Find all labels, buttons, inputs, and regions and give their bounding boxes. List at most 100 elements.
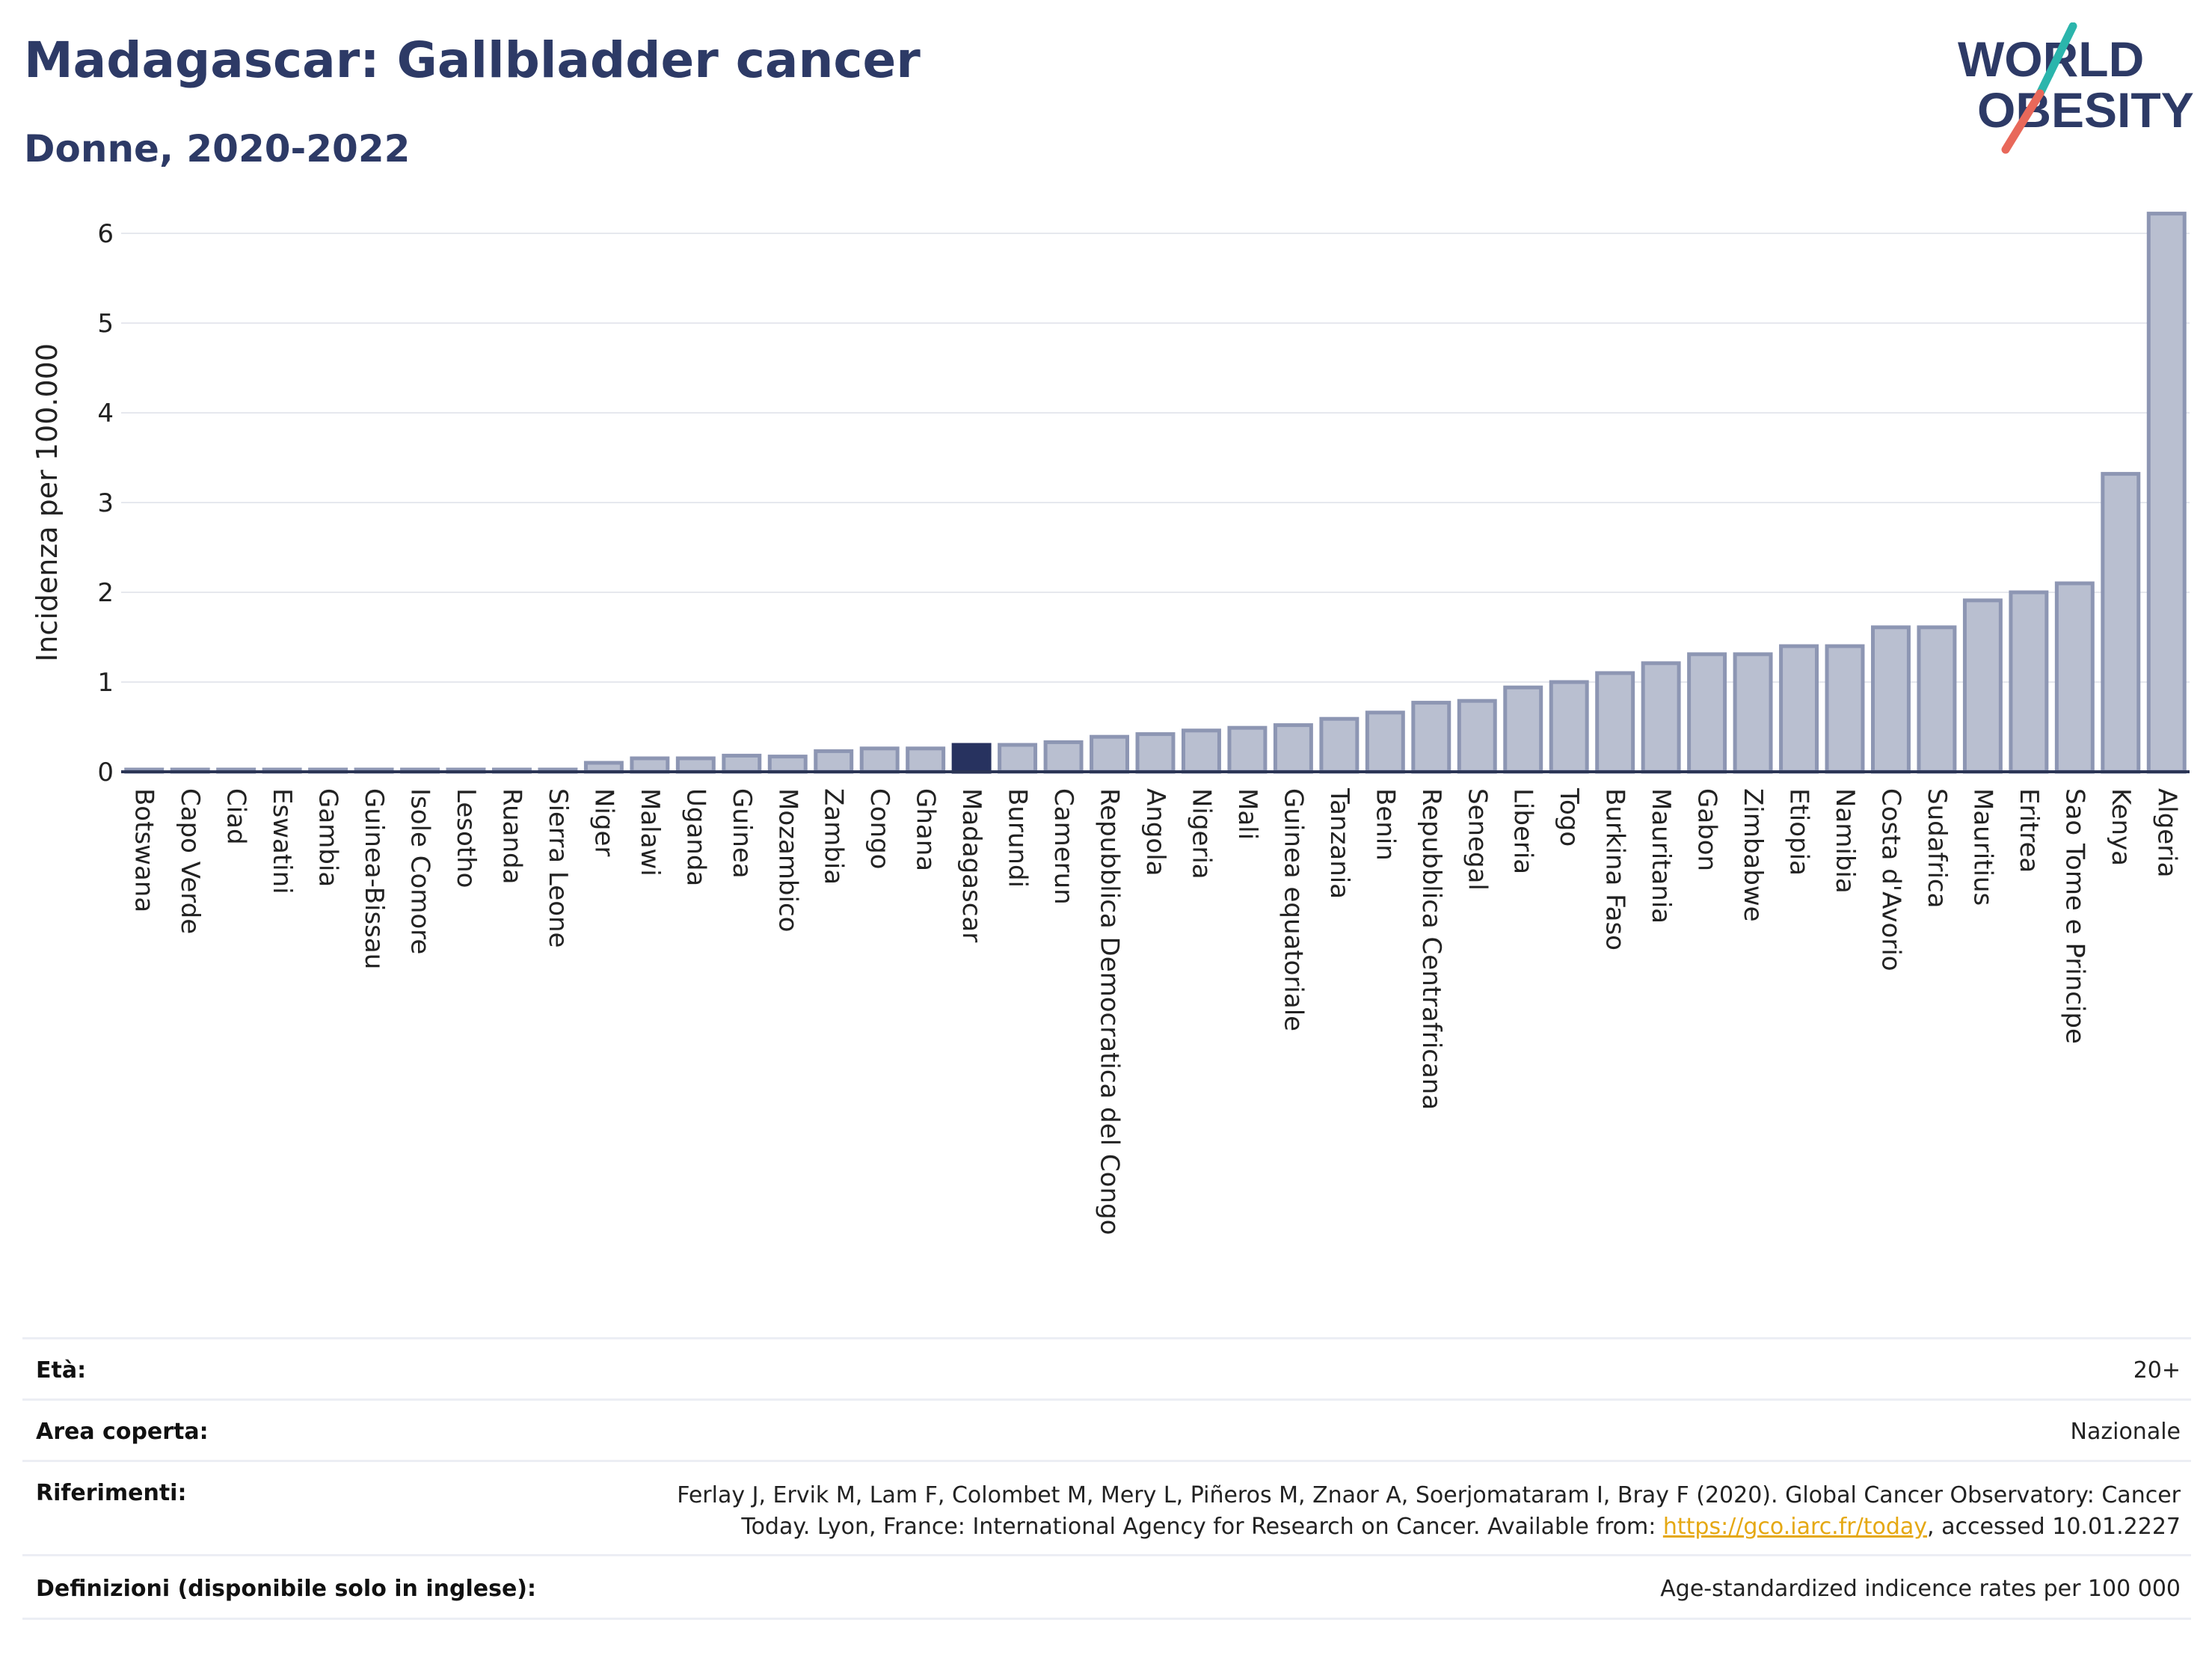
- x-tick-label: Eswatini: [267, 788, 297, 894]
- x-tick-label: Sao Tome e Principe: [2059, 788, 2089, 1044]
- y-tick-label: 2: [97, 578, 114, 608]
- x-tick-label: Kenya: [2106, 788, 2136, 866]
- bar-burundi[interactable]: [998, 743, 1038, 774]
- x-tick-label: Guinea: [727, 788, 757, 879]
- meta-def-value: Age-standardized indicence rates per 100…: [1660, 1576, 2181, 1602]
- y-tick-label: 1: [97, 668, 114, 698]
- bar-malawi[interactable]: [630, 756, 670, 774]
- y-tick-label: 4: [97, 399, 114, 429]
- bar-algeria[interactable]: [2146, 212, 2187, 774]
- x-tick-label: Sudafrica: [1922, 788, 1952, 908]
- bar-camerun[interactable]: [1043, 740, 1084, 774]
- bar-sao-tome-e-principe[interactable]: [2054, 581, 2095, 774]
- bar-congo[interactable]: [859, 746, 900, 774]
- bar-kenya[interactable]: [2101, 472, 2141, 774]
- world-obesity-logo[interactable]: WORLD OBESITY: [1952, 22, 2199, 165]
- bar-mozambico[interactable]: [767, 755, 808, 774]
- x-tick-label: Guinea-Bissau: [359, 788, 389, 969]
- bar-namibia[interactable]: [1825, 644, 1865, 774]
- meta-row-eta: Età: 20+: [22, 1337, 2191, 1401]
- x-tick-label: Senegal: [1462, 788, 1492, 891]
- bar-etiopia[interactable]: [1779, 644, 1819, 774]
- x-tick-label: Liberia: [1508, 788, 1538, 874]
- bar-eritrea[interactable]: [2009, 590, 2049, 774]
- x-tick-label: Nigeria: [1186, 788, 1216, 879]
- bar-madagascar[interactable]: [951, 743, 992, 774]
- bar-ghana[interactable]: [906, 746, 946, 774]
- x-tick-label: Algeria: [2151, 788, 2181, 877]
- x-tick-label: Mauritius: [1967, 788, 1997, 906]
- y-tick-label: 6: [97, 219, 114, 249]
- y-tick-label: 5: [97, 309, 114, 339]
- x-tick-label: Mozambico: [772, 788, 802, 932]
- bar-togo[interactable]: [1549, 680, 1589, 774]
- bar-sudafrica[interactable]: [1917, 625, 1957, 774]
- y-tick-label: 3: [97, 488, 114, 518]
- x-tick-label: Gabon: [1692, 788, 1722, 871]
- x-tick-label: Repubblica Democratica del Congo: [1095, 788, 1125, 1235]
- bar-gabon[interactable]: [1687, 652, 1727, 774]
- bar-zimbabwe[interactable]: [1733, 652, 1773, 774]
- x-tick-label: Zimbabwe: [1738, 788, 1768, 922]
- meta-rif-line2-post: , accessed 10.01.2227: [1927, 1514, 2181, 1540]
- x-tick-label: Uganda: [681, 788, 710, 886]
- x-tick-label: Repubblica Centrafricana: [1416, 788, 1446, 1110]
- x-tick-label: Ghana: [911, 788, 941, 871]
- bar-tanzania[interactable]: [1319, 716, 1360, 774]
- x-tick-label: Madagascar: [956, 788, 986, 942]
- bar-guinea-equatoriale[interactable]: [1273, 723, 1313, 774]
- x-tick-label: Niger: [589, 788, 618, 856]
- y-axis-label: Incidenza per 100.000: [31, 343, 64, 662]
- x-tick-label: Ruanda: [497, 788, 526, 884]
- meta-row-definizioni: Definizioni (disponibile solo in inglese…: [22, 1554, 2191, 1619]
- y-tick-label: 0: [97, 758, 114, 787]
- bar-chart: 0 1 2 3 4 5 6 Botswana Capo Verde Ciad Eswatini Ga…: [31, 212, 2190, 1235]
- meta-rif-value: Ferlay J, Ervik M, Lam F, Colombet M, Me…: [677, 1480, 2181, 1543]
- x-tick-label: Benin: [1370, 788, 1400, 861]
- x-tick-label: Burkina Faso: [1600, 788, 1630, 951]
- bar-angola[interactable]: [1135, 732, 1176, 774]
- bar-repubblica-democratica-del-congo[interactable]: [1090, 734, 1130, 774]
- meta-area-label: Area coperta:: [36, 1419, 209, 1445]
- bar-zambia[interactable]: [814, 749, 854, 774]
- bar-mauritius[interactable]: [1962, 598, 2003, 774]
- x-tick-label: Lesotho: [451, 788, 481, 888]
- bar-mali[interactable]: [1227, 725, 1268, 774]
- x-tick-labels: Botswana Capo Verde Ciad Eswatini Gambia Guin…: [129, 787, 2182, 1235]
- x-tick-label: Botswana: [129, 788, 159, 912]
- bar-repubblica-centrafricana[interactable]: [1411, 701, 1451, 774]
- x-tick-label: Angola: [1140, 788, 1170, 876]
- bar-nigeria[interactable]: [1181, 728, 1221, 774]
- x-tick-label: Namibia: [1830, 788, 1860, 894]
- x-tick-label: Congo: [864, 788, 894, 869]
- bar-uganda[interactable]: [675, 756, 716, 774]
- meta-rif-label: Riferimenti:: [36, 1480, 187, 1506]
- x-tick-label: Zambia: [819, 788, 849, 885]
- bar-liberia[interactable]: [1503, 685, 1543, 774]
- meta-row-area: Area coperta: Nazionale: [22, 1398, 2191, 1462]
- bar-benin[interactable]: [1365, 710, 1405, 774]
- x-tick-label: Guinea equatoriale: [1278, 788, 1308, 1031]
- x-tick-label: Gambia: [313, 788, 343, 887]
- bar-guinea[interactable]: [722, 753, 762, 774]
- bar-mauritania[interactable]: [1641, 661, 1681, 774]
- chart-subtitle: Donne, 2020-2022: [24, 127, 411, 171]
- meta-bottom-border: [22, 1618, 2191, 1620]
- x-tick-label: Capo Verde: [175, 788, 205, 934]
- meta-def-label: Definizioni (disponibile solo in inglese…: [36, 1576, 536, 1602]
- x-tick-label: Isole Comore: [405, 788, 435, 954]
- gridlines: [121, 233, 2190, 683]
- y-tick-labels: 0 1 2 3 4 5 6: [97, 219, 114, 787]
- logo-slash-teal: [2036, 22, 2077, 98]
- bar-burkina-faso[interactable]: [1595, 671, 1635, 774]
- x-tick-label: Malawi: [635, 788, 665, 876]
- logo-slash-red: [2001, 89, 2044, 154]
- meta-row-riferimenti: Riferimenti: Ferlay J, Ervik M, Lam F, C…: [22, 1460, 2191, 1556]
- bar-costa-d-avorio[interactable]: [1870, 625, 1911, 774]
- meta-rif-line2: Today. Lyon, France: International Agenc…: [677, 1511, 2181, 1543]
- logo-text-obesity: OBESITY: [1977, 82, 2194, 138]
- x-tick-label: Burundi: [1003, 788, 1033, 888]
- x-tick-label: Costa d'Avorio: [1875, 788, 1905, 971]
- bar-senegal[interactable]: [1457, 698, 1497, 774]
- gco-link[interactable]: https://gco.iarc.fr/today: [1662, 1514, 1928, 1540]
